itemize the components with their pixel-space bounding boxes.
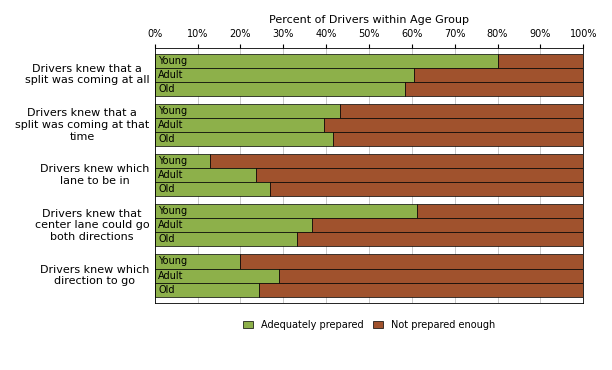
Bar — [155, 283, 259, 297]
Legend: Adequately prepared, Not prepared enough: Adequately prepared, Not prepared enough — [241, 318, 497, 332]
Bar — [155, 82, 405, 96]
Text: Young: Young — [159, 206, 187, 216]
Bar — [297, 232, 583, 246]
Text: Young: Young — [159, 56, 187, 65]
Bar — [155, 154, 210, 168]
Text: Adult: Adult — [159, 270, 184, 280]
Bar — [340, 104, 583, 118]
Bar — [155, 54, 498, 68]
Bar — [155, 132, 332, 146]
Bar — [313, 218, 583, 232]
Bar — [155, 68, 414, 82]
Bar — [155, 255, 241, 269]
Bar — [270, 182, 583, 196]
Bar — [155, 269, 278, 283]
Text: Old: Old — [159, 134, 175, 144]
Bar — [498, 54, 583, 68]
Text: Young: Young — [159, 156, 187, 166]
Text: Old: Old — [159, 234, 175, 245]
Text: Adult: Adult — [159, 220, 184, 231]
Bar — [278, 269, 583, 283]
Bar — [155, 168, 256, 182]
Text: Old: Old — [159, 184, 175, 194]
Bar — [417, 204, 583, 218]
Bar — [324, 118, 583, 132]
Text: Old: Old — [159, 285, 175, 295]
Bar — [259, 283, 583, 297]
Bar — [155, 182, 270, 196]
Text: Adult: Adult — [159, 70, 184, 80]
Text: Adult: Adult — [159, 120, 184, 130]
Bar — [414, 68, 583, 82]
Bar — [155, 204, 417, 218]
Text: Adult: Adult — [159, 170, 184, 180]
Bar — [155, 118, 324, 132]
Text: Young: Young — [159, 256, 187, 266]
Text: Old: Old — [159, 84, 175, 94]
Bar — [332, 132, 583, 146]
Bar — [241, 255, 583, 269]
Bar — [256, 168, 583, 182]
Bar — [155, 232, 297, 246]
Bar — [155, 218, 313, 232]
Bar — [405, 82, 583, 96]
X-axis label: Percent of Drivers within Age Group: Percent of Drivers within Age Group — [269, 15, 469, 25]
Text: Young: Young — [159, 106, 187, 116]
Bar — [210, 154, 583, 168]
Bar — [155, 104, 340, 118]
